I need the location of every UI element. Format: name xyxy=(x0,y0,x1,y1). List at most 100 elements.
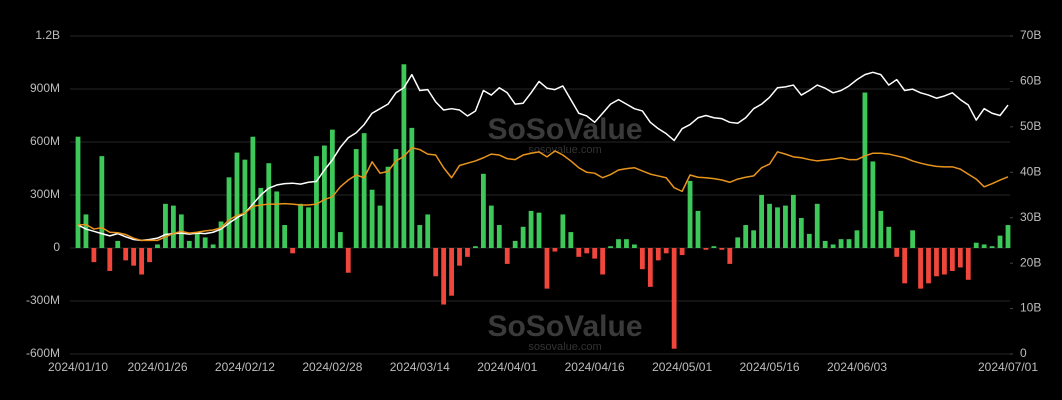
bar xyxy=(910,230,916,248)
bar xyxy=(870,161,876,248)
bar xyxy=(250,136,256,248)
bar xyxy=(624,239,629,248)
bar xyxy=(584,248,590,254)
y-tick-label: 1.2B xyxy=(35,28,60,42)
bar xyxy=(91,248,97,263)
bar xyxy=(226,177,232,248)
bar xyxy=(751,230,757,248)
bar xyxy=(934,248,939,277)
bar xyxy=(600,248,606,275)
watermark-url: sosovalue.com xyxy=(528,341,601,353)
bar xyxy=(663,248,669,254)
y-tick-label: 900M xyxy=(30,81,60,95)
watermark: SoSoValue xyxy=(487,113,642,146)
bar xyxy=(790,195,796,248)
bar xyxy=(298,203,303,248)
bar xyxy=(115,240,121,248)
y2-tick-label: 30B xyxy=(1020,210,1041,224)
bar xyxy=(147,248,152,263)
line xyxy=(77,147,1009,242)
y2-tick-label: 10B xyxy=(1020,301,1041,315)
bar xyxy=(369,189,375,248)
bar xyxy=(441,248,447,305)
bar xyxy=(345,248,351,273)
y2-tick-label: 60B xyxy=(1020,74,1041,88)
bar xyxy=(846,239,852,248)
bar xyxy=(973,242,979,248)
y2-tick-label: 70B xyxy=(1020,28,1041,42)
bar xyxy=(695,210,701,248)
bar xyxy=(83,214,89,248)
bar xyxy=(385,166,391,248)
y-tick-label: 300M xyxy=(30,187,60,201)
x-tick-label: 2024/01/26 xyxy=(127,360,187,374)
bar xyxy=(798,217,804,248)
bar xyxy=(457,248,462,266)
bar xyxy=(528,210,534,248)
bar xyxy=(632,244,637,248)
bar xyxy=(671,248,677,349)
bar xyxy=(679,248,685,256)
bar xyxy=(425,214,431,248)
bar xyxy=(703,248,709,250)
bar xyxy=(743,225,749,248)
bar xyxy=(775,207,780,248)
bar xyxy=(202,237,208,248)
bar xyxy=(417,225,423,248)
bar xyxy=(210,244,216,248)
bar xyxy=(902,248,908,284)
bar xyxy=(854,230,860,248)
y-tick-label: 0 xyxy=(53,240,60,254)
bar xyxy=(322,145,327,248)
bar xyxy=(242,159,248,248)
bar xyxy=(449,248,454,296)
bar xyxy=(258,187,264,248)
x-tick-label: 2024/04/16 xyxy=(565,360,625,374)
x-tick-label: 2024/03/14 xyxy=(390,360,450,374)
bar xyxy=(862,92,868,249)
bar xyxy=(393,149,399,248)
bar xyxy=(719,248,725,250)
bar xyxy=(218,221,224,248)
bar xyxy=(592,248,598,259)
bar xyxy=(131,248,137,266)
y2-tick-label: 0 xyxy=(1020,346,1027,360)
bar xyxy=(433,248,439,277)
bar xyxy=(552,248,558,252)
x-tick-label: 2024/05/16 xyxy=(740,360,800,374)
bar xyxy=(616,239,621,248)
watermark: SoSoValue xyxy=(487,310,642,343)
bar xyxy=(878,210,884,248)
bar xyxy=(639,248,645,270)
bar xyxy=(194,233,200,248)
bar xyxy=(353,149,359,248)
bar xyxy=(266,163,272,248)
bar xyxy=(767,203,772,248)
bar xyxy=(814,203,820,248)
bar xyxy=(830,244,836,248)
bar xyxy=(560,214,566,248)
y-tick-label: -600M xyxy=(26,346,60,360)
bar xyxy=(473,246,478,248)
bar xyxy=(997,235,1003,248)
bar xyxy=(838,239,844,248)
bar xyxy=(99,156,105,248)
bar xyxy=(107,248,113,271)
bar xyxy=(918,248,923,289)
x-tick-label: 2024/02/28 xyxy=(302,360,362,374)
bar xyxy=(1005,225,1011,248)
bar xyxy=(234,152,240,248)
bar xyxy=(806,233,812,248)
bar xyxy=(965,248,971,280)
bar xyxy=(170,205,176,248)
y2-tick-label: 50B xyxy=(1020,119,1041,133)
x-tick-label: 2024/01/10 xyxy=(48,360,108,374)
watermark-url: sosovalue.com xyxy=(528,144,601,156)
bar xyxy=(822,240,828,248)
bar xyxy=(989,246,995,248)
bar xyxy=(576,248,582,257)
bar xyxy=(314,156,319,248)
bar xyxy=(647,248,653,287)
bar xyxy=(886,226,892,248)
